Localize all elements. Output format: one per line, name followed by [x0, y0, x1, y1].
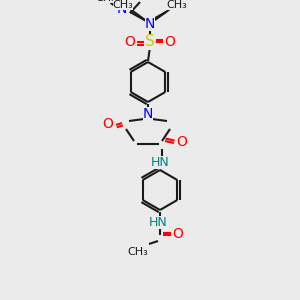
- Text: HN: HN: [151, 155, 169, 169]
- Text: O: O: [124, 35, 135, 49]
- Text: S: S: [145, 34, 155, 50]
- Text: O: O: [165, 35, 176, 49]
- Text: CH₃: CH₃: [167, 0, 188, 10]
- Text: O: O: [172, 227, 183, 241]
- Text: N: N: [143, 107, 153, 121]
- Text: CH₃: CH₃: [96, 0, 116, 3]
- Text: CH₃: CH₃: [112, 0, 134, 10]
- Text: N: N: [145, 17, 155, 31]
- Text: HN: HN: [148, 215, 167, 229]
- Text: N: N: [117, 2, 127, 16]
- Text: CH₃: CH₃: [128, 247, 148, 257]
- Text: O: O: [177, 135, 188, 149]
- Text: O: O: [103, 117, 113, 131]
